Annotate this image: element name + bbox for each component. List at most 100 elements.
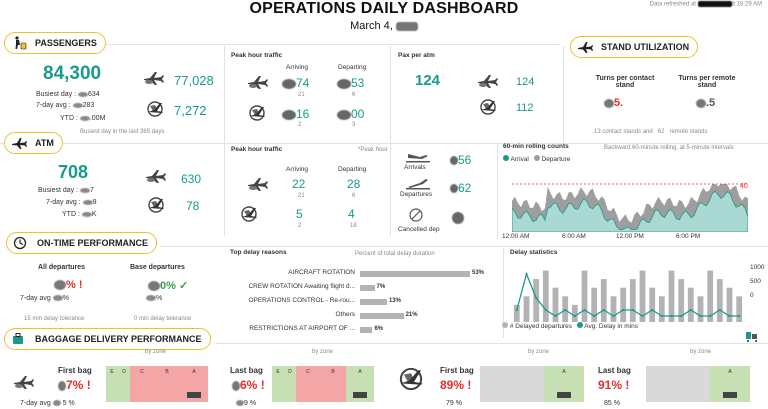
atm-domestic: 630 [181,172,202,186]
otp-base-avg7-value: % [156,295,163,302]
pax-ytd-row: YTD : .00M [60,115,105,122]
redacted-blob [337,109,351,120]
passengers-section-label: PASSENGERS [35,38,97,48]
int-last-bag-value: 91% ! [598,378,629,392]
peak-pax-dom-dep-value: 53 [351,76,365,90]
arrival-area [512,190,748,232]
atm-ytd-row: YTD : K [62,211,97,218]
zone-label: E [110,369,114,375]
by-zone-label: by zone [690,349,712,355]
zone-strip: A [480,366,585,402]
avg-delay-point [593,314,596,318]
delay-reason-label: AIRCRAFT ROTATION [288,269,355,276]
redacted-blob [452,212,464,224]
last-bag-label: Last bag [230,366,263,375]
peak-atm-dom-arr-sub: 21 [298,193,305,199]
peak-atm-departing-label: Departing [338,166,367,173]
atm-section-label: ATM [35,138,54,148]
avg7-label: 7-day avg : [46,199,81,206]
divider [390,46,391,236]
otp-base-number: 0% [160,280,176,292]
delay-stats-right-axis: 1000 500 0 [750,262,764,302]
dashboard-date: March 4, [0,20,768,32]
zone-label: B [331,369,335,375]
ytd-label: YTD : [60,115,78,122]
redacted-blob [450,156,458,166]
peak-pax-dom-dep: 53 [337,76,364,90]
stand-section-label: STAND UTILIZATION [601,42,690,52]
avg-delay-point [573,314,576,318]
arrivals-label: Arrivals [404,164,426,171]
date-text: March 4, [350,20,393,32]
otp-section-tab[interactable]: ON-TIME PERFORMANCE [6,232,157,254]
avg-delay-point [699,314,702,318]
zone-cell: C [130,366,155,402]
peak-pax-int-arr-sub: 2 [298,122,302,128]
passenger-luggage-icon [15,36,27,50]
zone-cell: B [320,366,347,402]
otp-avg7-label: 7-day avg [20,295,51,302]
avg-delay-point [651,308,654,312]
divider [503,248,504,338]
peak-pax-arriving-label: Arriving [286,64,309,71]
x-tick: 12:00 PM [616,233,644,240]
atm-international: 78 [186,199,200,213]
x-tick: 6:00 AM [562,233,586,240]
atm-airplane-icon [12,138,27,149]
redacted-blob [696,98,706,108]
pax-avg7-row: 7-day avg : 283 [36,102,94,109]
avg-delay-point [670,314,673,318]
atm-section-tab[interactable]: ATM [4,132,63,154]
domestic-plane-icon [14,376,34,389]
passengers-total: 84,300 [43,63,102,84]
rolling-chart [512,178,748,232]
avg-delay-point [622,308,625,312]
cancelled-icon [409,208,423,222]
delayed-swatch [502,322,508,328]
delayed-bar [649,287,656,322]
delayed-bar [716,279,723,322]
peak-atm-int-arr: 5 [296,207,303,221]
redacted-blob [54,280,66,291]
avg-delay-point [583,308,586,312]
zone-tag [187,392,201,398]
x-tick: 6:00 PM [676,233,701,240]
avg-delay-point [641,314,644,318]
passengers-section-tab[interactable]: PASSENGERS [4,32,106,54]
last-bag-avg7: 9 % [236,400,256,407]
domestic-plane-icon [248,178,268,191]
int-last-bag-label: Last bag [598,366,631,375]
peak-pax-int-arr: 16 [282,107,309,121]
otp-tolerance-1: 15 min delay tolerance [24,316,85,322]
zone-label: D [122,369,126,375]
zone-cell: A [710,366,751,402]
avg-delay-point [709,314,712,318]
redacted-blob [78,91,89,97]
atm-total: 708 [58,162,89,182]
check-flag: ✓ [178,280,189,292]
zone-cell: B [154,366,181,402]
legend-arrival: Arrival [510,156,529,163]
zone-label: A [728,369,732,375]
redacted-blob [282,78,296,89]
zone-label: D [288,369,292,375]
warning-flag: ! [78,279,83,291]
delay-reason-row: RESTRICTIONS AT AIRPORT OF ... 6% [220,325,495,335]
peak-pax-departing-label: Departing [338,64,367,71]
zone-strip: A [646,366,751,402]
baggage-section-tab[interactable]: BAGGAGE DELIVERY PERFORMANCE [4,328,211,350]
int-last-bag-number: 91% [598,378,623,392]
delay-reason-bar [360,299,387,305]
first-bag-number: 7% [66,378,84,392]
international-globe-icon [147,101,163,117]
delayed-bar [707,270,714,322]
pax-domestic: 77,028 [174,73,214,88]
divider [497,143,498,239]
last-bag-value: 6% ! [232,378,265,392]
delayed-bar [581,270,588,322]
arrivals-icon [406,154,430,163]
zone-cell: A [346,366,375,402]
divider [215,343,768,344]
stand-section-tab[interactable]: STAND UTILIZATION [570,36,699,58]
delayed-bar [678,279,685,322]
